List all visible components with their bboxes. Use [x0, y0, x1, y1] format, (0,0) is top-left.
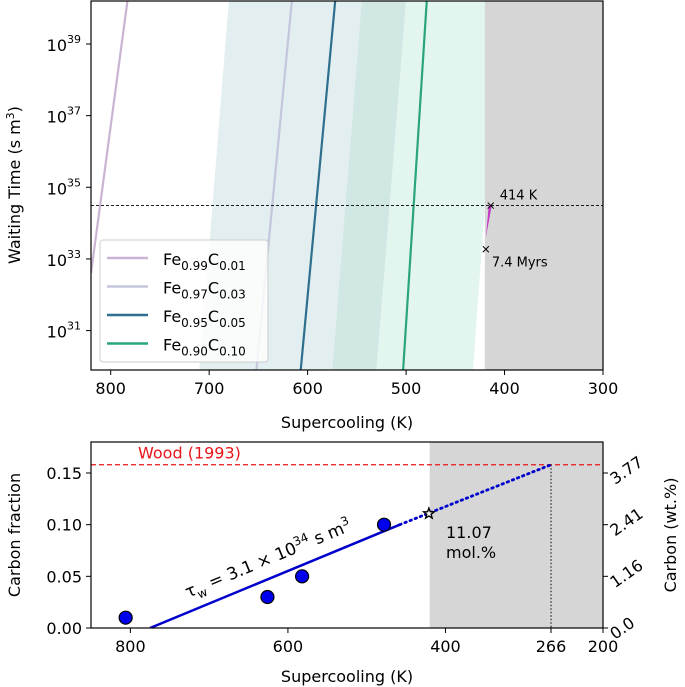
- wood-1993-label: Wood (1993): [138, 444, 241, 463]
- top-x-tick-label: 800: [95, 379, 126, 398]
- tick-base: 10: [47, 36, 67, 55]
- top-y-axis-label: Waiting Time (s m3): [4, 106, 24, 264]
- top-x-ticks: 800 700 600 500 400 300: [95, 370, 618, 398]
- top-y-tick-label: 1039: [47, 33, 81, 55]
- top-axes-frame: [90, 0, 604, 371]
- series-line-3: [402, 1, 428, 370]
- legend-label-0: Fe0.99C0.01: [163, 250, 246, 273]
- bottom-axes-frame: [90, 441, 604, 629]
- bottom-x-tick-label: 200: [588, 637, 619, 656]
- top-x-tick-label: 700: [194, 379, 225, 398]
- bottom-right-y-ticks: 0.01.162.413.77: [603, 452, 646, 643]
- legend-c-sub: 0.03: [219, 288, 246, 302]
- bottom-right-y-axis-label: Carbon (wt.%): [661, 478, 680, 593]
- bottom-x-axis-label: Supercooling (K): [281, 667, 413, 686]
- legend-fe-sub: 0.95: [181, 316, 208, 330]
- top-x-tick-label: 300: [588, 379, 619, 398]
- data-point: [376, 517, 392, 532]
- legend-c: C: [208, 250, 219, 269]
- bottom-y-tick-label: 0.15: [46, 464, 82, 483]
- legend-box: [99, 239, 269, 363]
- x-marker: [487, 202, 495, 209]
- legend-label-2: Fe0.95C0.05: [163, 307, 246, 330]
- legend-fe-sub: 0.97: [181, 288, 208, 302]
- top-y-tick-label: 1035: [47, 176, 81, 198]
- top-panel: 800 700 600 500 400 300 10311033103510371039 …: [4, 0, 618, 432]
- fit-line: [149, 523, 401, 628]
- time-wedge: [485, 205, 492, 238]
- top-y-tick-label: 1037: [47, 105, 81, 127]
- bottom-x-ticks: 800 600 400 266 200: [115, 628, 618, 656]
- bottom-x-tick-label: 400: [430, 637, 461, 656]
- uncertainty-band-3: [376, 1, 500, 370]
- series-line-2: [299, 1, 337, 370]
- bottom-y-axis-label: Carbon fraction: [5, 473, 24, 597]
- bottom-x-tick-label: 600: [273, 637, 304, 656]
- tick-base: 10: [47, 108, 67, 127]
- top-annotations: 414 K 7.4 Myrs: [482, 189, 548, 270]
- bottom-panel: 800 600 400 266 200 0.000.050.100.15 0.01.16…: [5, 441, 680, 686]
- uncertainty-band-2: [332, 1, 407, 370]
- bottom-x-tick-label: 800: [115, 637, 146, 656]
- annotation-label: 414 K: [500, 189, 538, 204]
- legend-c-sub: 0.05: [219, 316, 246, 330]
- tau-exponent: 34: [291, 530, 310, 549]
- series-line-0: [91, 1, 129, 274]
- bottom-right-y-tick-label: 2.41: [606, 504, 646, 540]
- bottom-y-ticks: 0.00 0.05 0.10 0.15: [46, 464, 91, 638]
- tick-exponent: 35: [67, 176, 81, 189]
- bottom-y-tick-label: 0.05: [46, 567, 82, 586]
- legend-c: C: [208, 336, 219, 355]
- mol-percent-unit: mol.%: [446, 543, 496, 562]
- mol-percent-value: 11.07: [446, 523, 492, 542]
- top-x-tick-label: 400: [489, 379, 520, 398]
- legend-fe: Fe: [163, 307, 181, 326]
- legend-c-sub: 0.10: [219, 345, 246, 359]
- annotation-label: 7.4 Myrs: [492, 255, 548, 270]
- data-point: [260, 589, 275, 605]
- tick-exponent: 33: [67, 248, 81, 261]
- top-y-tick-label: 1033: [47, 248, 81, 270]
- top-y-tick-label: 1031: [47, 320, 81, 342]
- data-point: [295, 569, 310, 584]
- legend-fe: Fe: [163, 250, 181, 269]
- bottom-y-tick-label: 0.10: [46, 516, 82, 535]
- legend-label-3: Fe0.90C0.10: [163, 336, 246, 359]
- tick-base: 10: [47, 251, 67, 270]
- x-marker: [482, 245, 490, 253]
- bottom-x-tick-label: 266: [536, 637, 567, 656]
- bottom-y-tick-label: 0.00: [46, 619, 82, 638]
- legend-c-sub: 0.01: [219, 259, 246, 273]
- tick-exponent: 37: [67, 105, 81, 118]
- legend-c: C: [208, 307, 219, 326]
- data-point: [118, 610, 133, 625]
- legend-fe: Fe: [163, 336, 181, 355]
- top-x-axis-label: Supercooling (K): [281, 413, 413, 432]
- bottom-right-y-tick-label: 3.77: [606, 452, 646, 488]
- legend-c: C: [208, 279, 219, 298]
- legend-fe-sub: 0.90: [181, 345, 208, 359]
- bottom-right-y-tick-label: 1.16: [606, 556, 646, 592]
- tick-exponent: 31: [67, 320, 81, 333]
- tick-base: 10: [47, 179, 67, 198]
- shaded-region: [484, 1, 603, 370]
- legend-label-1: Fe0.97C0.03: [163, 279, 246, 302]
- bottom-plot-area: [91, 442, 603, 628]
- extrapolation-line: [398, 463, 553, 527]
- star-point: [421, 506, 437, 520]
- tick-exponent: 39: [67, 33, 81, 46]
- legend-fe-sub: 0.99: [181, 259, 208, 273]
- legend: Fe0.99C0.01Fe0.97C0.03Fe0.95C0.05Fe0.90C…: [99, 239, 269, 363]
- legend-fe: Fe: [163, 279, 181, 298]
- top-x-tick-label: 600: [292, 379, 323, 398]
- shaded-region: [429, 442, 603, 628]
- top-x-tick-label: 500: [391, 379, 422, 398]
- tick-base: 10: [47, 323, 67, 342]
